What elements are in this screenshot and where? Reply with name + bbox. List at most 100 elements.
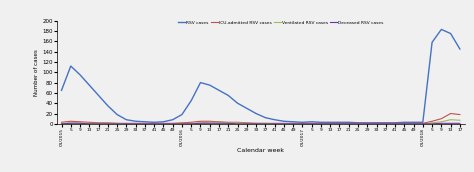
ICU-admitted RSV cases [198, 120, 203, 122]
Deceased RSV cases [235, 123, 240, 125]
Ventilated RSV cases [114, 122, 120, 124]
Line: Deceased RSV cases: Deceased RSV cases [62, 123, 460, 124]
Deceased RSV cases [68, 122, 73, 124]
Deceased RSV cases [401, 123, 407, 125]
ICU-admitted RSV cases [337, 122, 342, 124]
ICU-admitted RSV cases [438, 118, 444, 120]
ICU-admitted RSV cases [281, 122, 287, 124]
Ventilated RSV cases [318, 123, 324, 125]
RSV cases [328, 121, 333, 123]
ICU-admitted RSV cases [374, 122, 379, 124]
ICU-admitted RSV cases [105, 122, 110, 124]
Ventilated RSV cases [457, 119, 463, 121]
RSV cases [457, 48, 463, 50]
ICU-admitted RSV cases [86, 121, 92, 123]
RSV cases [170, 119, 175, 121]
Ventilated RSV cases [438, 121, 444, 123]
Ventilated RSV cases [161, 123, 166, 125]
ICU-admitted RSV cases [188, 121, 194, 123]
Ventilated RSV cases [429, 122, 435, 124]
RSV cases [133, 120, 138, 122]
Deceased RSV cases [392, 123, 398, 125]
RSV cases [429, 41, 435, 43]
ICU-admitted RSV cases [457, 114, 463, 116]
Deceased RSV cases [300, 123, 305, 125]
Ventilated RSV cases [207, 121, 212, 123]
ICU-admitted RSV cases [365, 122, 370, 124]
RSV cases [253, 112, 259, 115]
Deceased RSV cases [170, 123, 175, 125]
RSV cases [226, 94, 231, 96]
ICU-admitted RSV cases [133, 122, 138, 124]
RSV cases [318, 121, 324, 123]
ICU-admitted RSV cases [59, 121, 64, 123]
ICU-admitted RSV cases [151, 122, 157, 124]
Deceased RSV cases [124, 123, 129, 125]
Line: Ventilated RSV cases: Ventilated RSV cases [62, 120, 460, 124]
RSV cases [188, 100, 194, 102]
ICU-admitted RSV cases [392, 122, 398, 124]
ICU-admitted RSV cases [207, 120, 212, 122]
Deceased RSV cases [337, 123, 342, 125]
Deceased RSV cases [365, 123, 370, 125]
Ventilated RSV cases [105, 122, 110, 124]
RSV cases [300, 121, 305, 123]
Ventilated RSV cases [448, 119, 454, 121]
ICU-admitted RSV cases [328, 122, 333, 124]
RSV cases [68, 65, 73, 67]
ICU-admitted RSV cases [383, 122, 389, 124]
Deceased RSV cases [86, 123, 92, 125]
Ventilated RSV cases [244, 122, 250, 124]
Line: RSV cases: RSV cases [62, 29, 460, 123]
RSV cases [392, 122, 398, 124]
Ventilated RSV cases [170, 123, 175, 125]
Deceased RSV cases [226, 122, 231, 124]
Deceased RSV cases [374, 123, 379, 125]
Deceased RSV cases [96, 123, 101, 125]
Deceased RSV cases [281, 123, 287, 125]
RSV cases [59, 89, 64, 91]
RSV cases [235, 102, 240, 104]
ICU-admitted RSV cases [272, 122, 277, 124]
Ventilated RSV cases [86, 122, 92, 124]
Ventilated RSV cases [235, 122, 240, 124]
ICU-admitted RSV cases [170, 122, 175, 124]
Ventilated RSV cases [328, 123, 333, 125]
Ventilated RSV cases [300, 123, 305, 125]
ICU-admitted RSV cases [309, 122, 314, 124]
Ventilated RSV cases [392, 123, 398, 125]
Ventilated RSV cases [253, 122, 259, 124]
ICU-admitted RSV cases [263, 122, 268, 124]
ICU-admitted RSV cases [448, 112, 454, 115]
ICU-admitted RSV cases [235, 121, 240, 123]
RSV cases [244, 107, 250, 109]
Deceased RSV cases [114, 123, 120, 125]
RSV cases [77, 74, 83, 76]
Deceased RSV cases [244, 123, 250, 125]
Deceased RSV cases [198, 122, 203, 124]
Ventilated RSV cases [383, 123, 389, 125]
Deceased RSV cases [59, 123, 64, 125]
RSV cases [374, 122, 379, 124]
ICU-admitted RSV cases [161, 122, 166, 124]
Deceased RSV cases [188, 123, 194, 125]
RSV cases [401, 121, 407, 123]
RSV cases [383, 122, 389, 124]
Deceased RSV cases [429, 123, 435, 125]
ICU-admitted RSV cases [244, 122, 250, 124]
RSV cases [410, 121, 416, 123]
Ventilated RSV cases [133, 123, 138, 125]
RSV cases [263, 117, 268, 119]
Ventilated RSV cases [337, 123, 342, 125]
RSV cases [346, 121, 352, 123]
RSV cases [309, 121, 314, 123]
Ventilated RSV cases [263, 122, 268, 124]
Ventilated RSV cases [226, 122, 231, 124]
Deceased RSV cases [420, 123, 426, 125]
RSV cases [207, 84, 212, 86]
ICU-admitted RSV cases [401, 122, 407, 124]
Deceased RSV cases [142, 123, 148, 125]
Deceased RSV cases [151, 123, 157, 125]
Ventilated RSV cases [124, 123, 129, 125]
Ventilated RSV cases [151, 123, 157, 125]
